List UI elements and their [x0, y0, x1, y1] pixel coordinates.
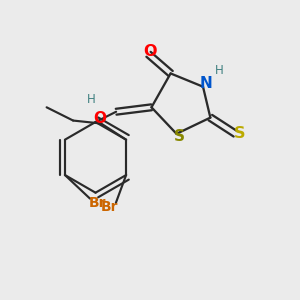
Text: S: S: [174, 129, 185, 144]
Text: Br: Br: [88, 196, 106, 210]
Text: Br: Br: [101, 200, 119, 214]
Text: H: H: [87, 93, 95, 106]
Text: N: N: [200, 76, 212, 91]
Text: S: S: [234, 126, 246, 141]
Text: H: H: [215, 64, 224, 77]
Text: O: O: [93, 111, 106, 126]
Text: O: O: [143, 44, 157, 59]
